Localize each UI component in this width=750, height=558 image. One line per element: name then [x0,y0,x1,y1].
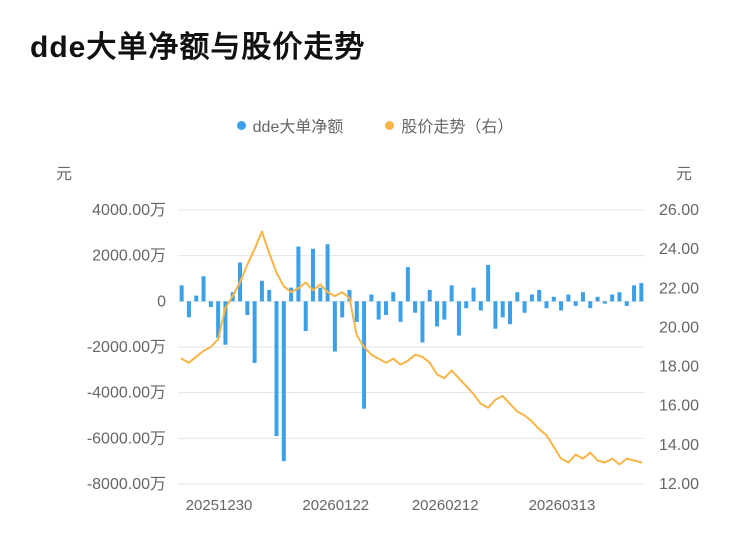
bar [201,276,206,302]
x-axis-tick-label: 20260313 [529,497,596,514]
bar [537,289,542,302]
bar [332,301,337,352]
left-axis-tick-label: -6000.00万 [87,430,166,447]
bar [471,287,476,302]
left-axis-tick-label: 2000.00万 [92,248,166,265]
bar [500,301,505,318]
bar [559,301,564,311]
bar [595,296,600,302]
bar [274,301,279,437]
right-axis-tick-label: 20.00 [659,319,699,336]
bar [179,285,184,302]
legend-dot-blue-icon [236,120,246,130]
bar [398,301,403,322]
bar [310,248,315,302]
bar [413,301,418,313]
left-axis-tick-label: 4000.00万 [92,202,166,219]
bar [456,301,461,336]
bar [566,294,571,302]
bar [405,267,410,302]
bar [588,301,593,309]
bar [624,301,629,306]
bar [639,283,644,302]
bar [449,285,454,302]
bar [259,280,264,302]
bar [580,292,585,302]
bar [602,301,607,304]
bar [208,301,213,308]
bar [515,292,520,302]
right-axis-tick-label: 26.00 [659,202,699,219]
right-axis-tick-label: 14.00 [659,437,699,454]
x-axis-tick-label: 20260212 [412,497,479,514]
bar [442,301,447,320]
gridlines [178,209,645,485]
legend-label-bar-series: dde大单净额 [252,119,344,136]
right-axis-tick-label: 24.00 [659,241,699,258]
right-axis-tick-label: 12.00 [659,476,699,493]
bar [267,289,272,302]
bar [325,244,330,302]
bar [281,301,286,462]
right-axis-tick-labels: 26.00 24.00 22.00 20.00 18.00 16.00 14.00 12.00 [659,202,699,493]
bar [464,301,469,309]
bar [347,289,352,302]
legend-dot-orange-icon [385,120,395,130]
x-axis-tick-label: 20260122 [302,497,369,514]
bar [508,301,513,325]
bar [427,289,432,302]
legend-item-bar-series[interactable]: dde大单净额 [236,113,344,137]
chart-legend: dde大单净额 股价走势（右） [0,113,750,137]
bar [369,294,374,302]
x-axis-tick-labels: 20251230 20260122 20260212 20260313 [186,497,596,514]
bar [186,301,191,318]
bar [245,301,250,316]
bar [252,301,257,363]
right-axis-tick-label: 18.00 [659,359,699,376]
bar [493,301,498,329]
left-axis-tick-labels: 4000.00万 2000.00万 0 -2000.00万 -4000.00万 -6000… [87,202,166,493]
bar [216,301,221,338]
x-axis-tick-label: 20251230 [186,497,253,514]
bar [544,301,549,309]
bar [478,301,483,311]
bar [610,294,615,302]
bar [318,287,323,302]
right-axis-tick-label: 22.00 [659,280,699,297]
bar [420,301,425,343]
bar [632,285,637,302]
bar [435,301,440,327]
bar [362,301,367,409]
right-axis-tick-label: 16.00 [659,398,699,415]
price-line [180,230,643,466]
left-axis-tick-label: -2000.00万 [87,339,166,356]
bar [340,301,345,318]
bar [376,301,381,320]
bar [573,301,578,306]
bar [486,264,491,302]
left-axis-unit: 元 [56,166,73,183]
legend-label-line-series: 股价走势（右） [401,119,514,136]
bar [296,246,301,302]
bar [551,296,556,302]
bar [529,294,534,302]
bar [303,301,308,332]
bar [289,287,294,302]
bar [194,295,199,302]
bar [383,301,388,316]
legend-item-line-series[interactable]: 股价走势（右） [385,113,513,137]
bar [223,301,228,345]
left-axis-tick-label: 0 [157,293,166,310]
bar [522,301,527,313]
bar [617,292,622,302]
right-axis-unit: 元 [676,166,693,183]
left-axis-tick-label: -8000.00万 [87,476,166,493]
left-axis-tick-label: -4000.00万 [87,385,166,402]
page-title: dde大单净额与股价走势 [30,31,366,64]
bar-series [179,244,644,462]
bar [391,292,396,302]
bar [354,301,359,322]
